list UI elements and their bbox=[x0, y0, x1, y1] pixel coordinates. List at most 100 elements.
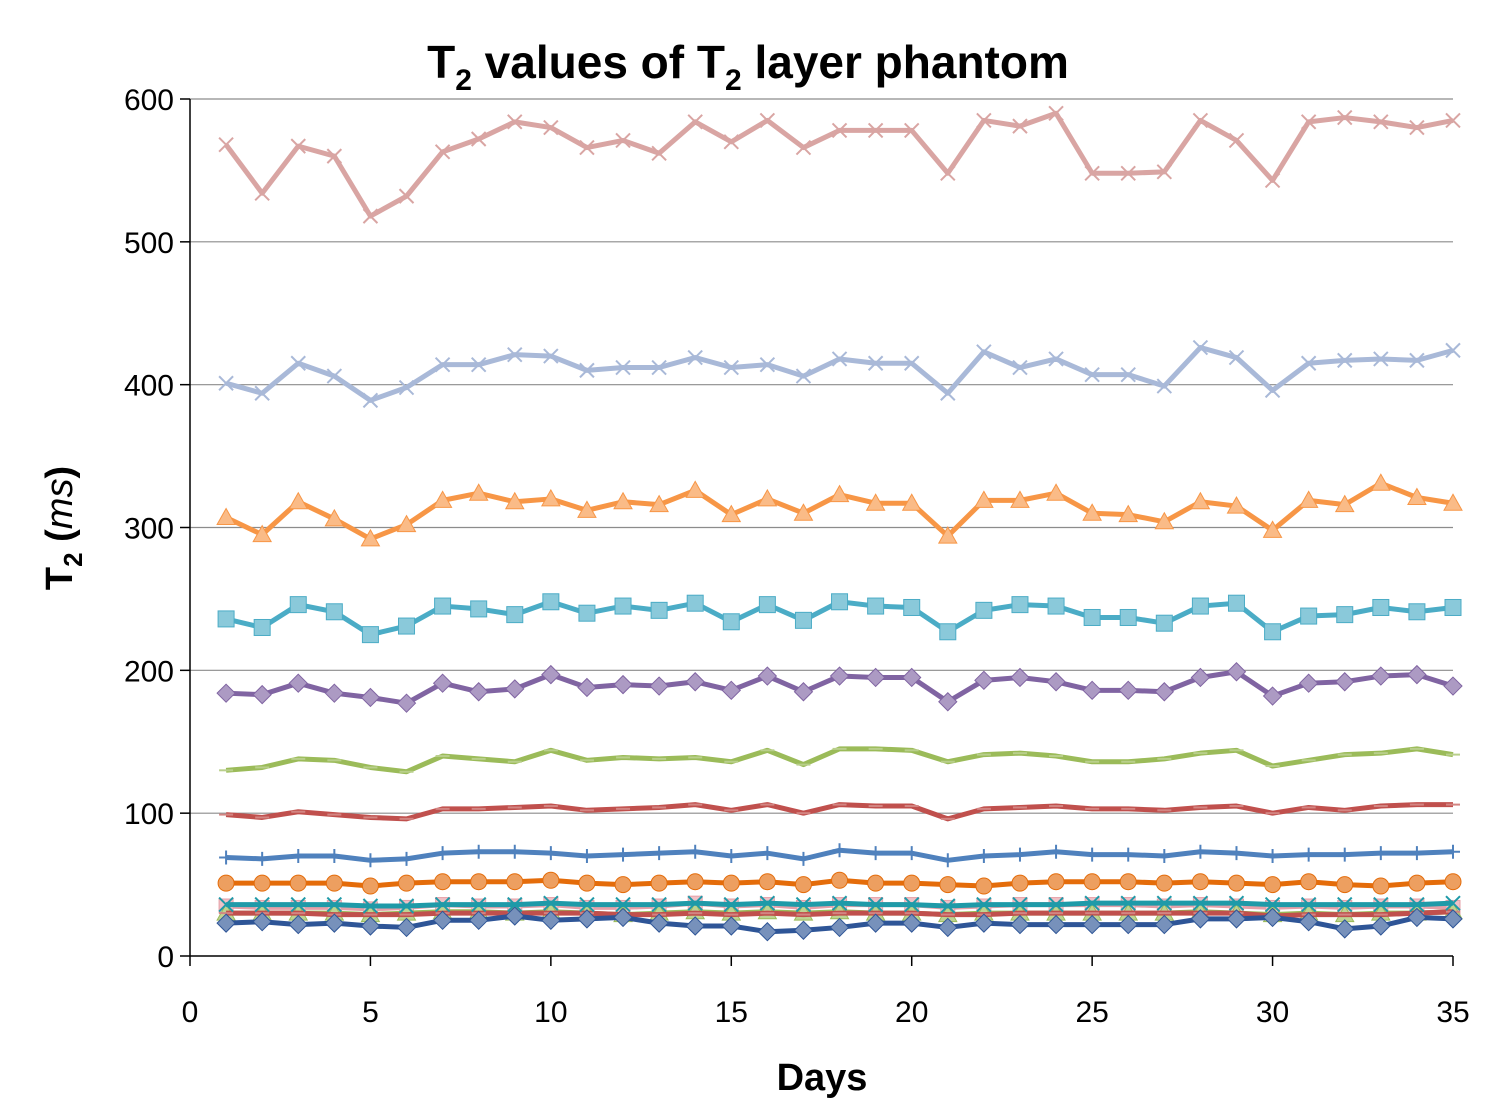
series-4-point-6 bbox=[398, 617, 416, 635]
series-7 bbox=[219, 802, 1460, 822]
series-13-point-34 bbox=[1407, 907, 1427, 928]
series-6 bbox=[219, 746, 1460, 775]
series-14-point-4 bbox=[326, 896, 343, 913]
series-1-point-11 bbox=[579, 139, 595, 156]
series-4-point-16 bbox=[758, 596, 776, 614]
series-14-point-34 bbox=[1409, 896, 1425, 913]
series-8-point-1 bbox=[219, 850, 234, 865]
series-5-point-9 bbox=[505, 679, 525, 699]
series-1-point-13 bbox=[651, 145, 667, 161]
series-3-point-11 bbox=[577, 500, 597, 518]
series-2-point-19 bbox=[867, 355, 884, 371]
chart-title-mid: values of T bbox=[472, 36, 725, 88]
series-3-point-1 bbox=[216, 507, 236, 526]
series-5-point-5 bbox=[360, 687, 381, 708]
series-13-point-13 bbox=[649, 913, 669, 933]
series-2-point-9 bbox=[507, 346, 523, 363]
series-9-point-10 bbox=[542, 871, 560, 889]
series-4-point-12 bbox=[614, 597, 632, 615]
series-4-point-33 bbox=[1372, 598, 1390, 616]
series-5-point-11 bbox=[577, 677, 597, 698]
series-3-point-32 bbox=[1334, 494, 1355, 513]
series-13-point-31 bbox=[1298, 912, 1319, 932]
series-2-point-13 bbox=[651, 359, 667, 376]
series-4-point-27 bbox=[1155, 614, 1173, 632]
series-8-point-21 bbox=[940, 853, 955, 868]
series-2 bbox=[218, 339, 1461, 409]
series-9 bbox=[217, 871, 1462, 895]
series-1-point-21 bbox=[940, 165, 956, 181]
series-14-point-29 bbox=[1228, 895, 1245, 911]
series-3-point-10 bbox=[541, 488, 561, 507]
series-8-point-28 bbox=[1193, 844, 1208, 859]
x-axis-title: Days bbox=[777, 1057, 868, 1099]
series-5-point-27 bbox=[1154, 682, 1175, 702]
series-1-point-14 bbox=[687, 114, 703, 130]
series-9-point-23 bbox=[1011, 874, 1029, 892]
series-3-point-27 bbox=[1154, 511, 1175, 530]
series-14-point-32 bbox=[1337, 896, 1353, 913]
series-14-point-17 bbox=[795, 896, 812, 913]
series-3-point-16 bbox=[757, 488, 778, 507]
series-8-point-20 bbox=[904, 846, 919, 861]
series-1-point-28 bbox=[1192, 112, 1209, 129]
series-5-point-28 bbox=[1190, 667, 1211, 688]
series-4-point-26 bbox=[1119, 608, 1137, 626]
series-1-point-35 bbox=[1445, 112, 1461, 129]
series-8-point-5 bbox=[363, 853, 378, 868]
series-2-point-18 bbox=[831, 351, 848, 367]
series-9-point-24 bbox=[1047, 873, 1065, 891]
series-4-point-25 bbox=[1083, 608, 1101, 626]
series-5-point-30 bbox=[1262, 686, 1283, 706]
series-5-point-31 bbox=[1298, 673, 1319, 693]
series-8-point-31 bbox=[1301, 847, 1316, 862]
x-tick-label-10: 10 bbox=[534, 996, 567, 1029]
series-5-point-21 bbox=[938, 692, 958, 712]
x-tick-label-0: 0 bbox=[182, 996, 199, 1029]
series-2-point-11 bbox=[579, 362, 595, 379]
series-2-point-10 bbox=[543, 348, 559, 364]
series-2-point-8 bbox=[470, 356, 487, 373]
series-13-point-4 bbox=[324, 913, 345, 933]
series-5-point-8 bbox=[468, 682, 489, 702]
y-axis-title-open: ( bbox=[39, 529, 81, 553]
series-13-point-11 bbox=[577, 909, 597, 929]
series-14-point-24 bbox=[1048, 896, 1064, 913]
series-3-point-24 bbox=[1046, 483, 1066, 501]
series-3-point-26 bbox=[1118, 504, 1139, 523]
series-3-point-19 bbox=[865, 493, 886, 511]
series-5-point-1 bbox=[216, 683, 236, 703]
series-5-point-34 bbox=[1407, 664, 1427, 685]
series-8-point-32 bbox=[1337, 847, 1352, 862]
y-tick-label-400: 400 bbox=[124, 370, 174, 403]
series-2-point-27 bbox=[1156, 378, 1173, 394]
series-14-point-16 bbox=[759, 895, 776, 911]
series-9-point-8 bbox=[470, 873, 488, 891]
series-2-point-22 bbox=[976, 344, 992, 360]
chart-title-main: T bbox=[427, 36, 455, 88]
series-5-point-29 bbox=[1226, 662, 1247, 682]
series-4-point-15 bbox=[722, 613, 740, 631]
series-5-point-22 bbox=[974, 670, 994, 691]
series-13-point-32 bbox=[1335, 919, 1355, 939]
series-8-point-13 bbox=[652, 846, 667, 861]
series-13-point-9 bbox=[505, 906, 525, 926]
series-9-point-7 bbox=[434, 873, 452, 891]
series-7-line bbox=[225, 802, 1453, 822]
series-2-point-29 bbox=[1228, 349, 1245, 366]
series-2-point-12 bbox=[615, 359, 631, 376]
series-1-point-19 bbox=[867, 122, 884, 139]
y-axis-title-sub: 2 bbox=[58, 552, 88, 566]
series-9-point-13 bbox=[650, 874, 668, 892]
series-5-point-24 bbox=[1046, 672, 1066, 692]
axes bbox=[180, 98, 1454, 966]
series-3-point-22 bbox=[974, 490, 994, 508]
series-13-point-33 bbox=[1371, 916, 1391, 936]
series-2-point-16 bbox=[759, 356, 776, 373]
series-9-point-5 bbox=[361, 877, 379, 895]
series-4-point-32 bbox=[1336, 606, 1354, 624]
series-14-point-9 bbox=[507, 896, 523, 913]
series-3-point-20 bbox=[901, 493, 922, 511]
series-2-point-30 bbox=[1264, 382, 1281, 399]
series-5-point-32 bbox=[1335, 672, 1355, 692]
